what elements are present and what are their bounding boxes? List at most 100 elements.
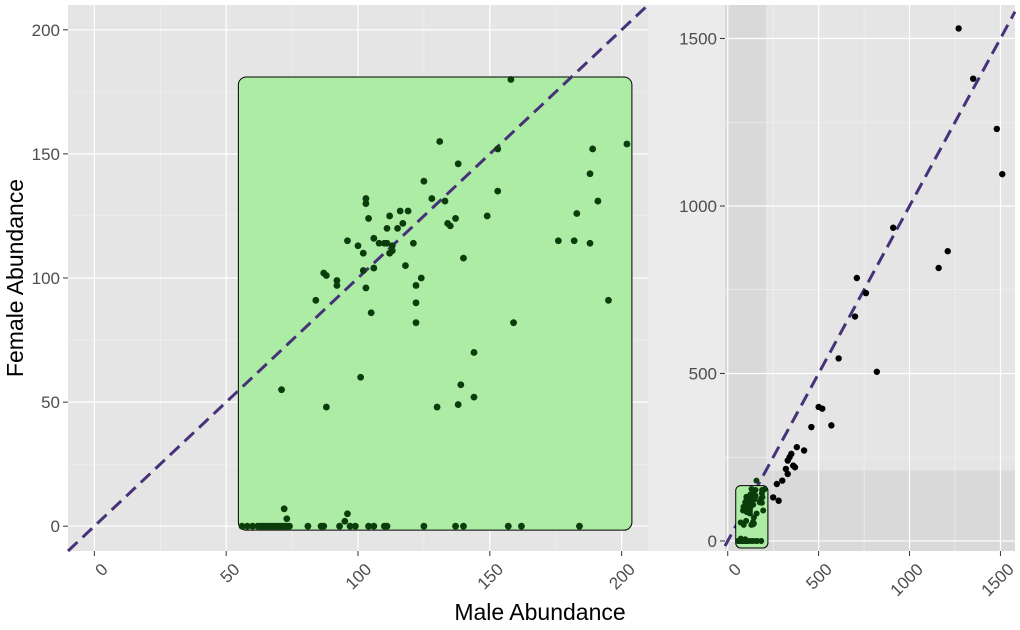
data-point bbox=[800, 447, 808, 454]
data-point bbox=[412, 282, 420, 289]
y-tick-label: 100 bbox=[32, 269, 60, 288]
data-point bbox=[889, 224, 897, 231]
data-point bbox=[504, 522, 512, 530]
data-point bbox=[594, 197, 602, 205]
data-point bbox=[589, 145, 597, 153]
data-point bbox=[370, 522, 378, 530]
data-point bbox=[322, 403, 330, 411]
data-point bbox=[370, 234, 378, 242]
zoom-connector-wedge bbox=[648, 5, 725, 551]
data-point bbox=[779, 477, 786, 484]
data-point bbox=[623, 140, 631, 148]
y-tick-label: 150 bbox=[32, 145, 60, 164]
data-point bbox=[362, 284, 370, 292]
data-point bbox=[346, 522, 354, 530]
data-point bbox=[746, 510, 753, 517]
data-point bbox=[752, 487, 759, 494]
data-point bbox=[586, 170, 594, 178]
data-point bbox=[365, 215, 372, 222]
zoom-panel: 0 50 100 150 200 0 50 100 150 200 bbox=[32, 3, 650, 593]
data-point bbox=[420, 177, 428, 185]
data-point bbox=[935, 264, 942, 272]
x-tick-label: 0 bbox=[92, 560, 112, 580]
data-point bbox=[365, 522, 372, 530]
data-point bbox=[280, 505, 288, 513]
data-point bbox=[769, 494, 777, 501]
data-point bbox=[454, 160, 462, 168]
data-point bbox=[249, 522, 256, 530]
data-point bbox=[322, 272, 330, 279]
data-point bbox=[412, 319, 420, 327]
data-point bbox=[808, 423, 815, 431]
data-point bbox=[304, 522, 312, 530]
data-point bbox=[761, 486, 768, 493]
data-point bbox=[570, 237, 578, 245]
overview-points bbox=[769, 25, 1006, 504]
data-point bbox=[452, 215, 459, 222]
data-point bbox=[359, 249, 367, 257]
data-point bbox=[993, 125, 1001, 133]
data-point bbox=[238, 522, 246, 530]
data-point bbox=[750, 520, 757, 527]
data-point bbox=[573, 210, 581, 217]
data-point bbox=[399, 220, 407, 227]
x-axis-title: Male Abundance bbox=[454, 599, 625, 625]
y-tick-label: 1000 bbox=[679, 197, 717, 216]
data-point bbox=[507, 76, 515, 83]
data-point bbox=[743, 517, 750, 524]
data-point bbox=[759, 494, 766, 501]
data-point bbox=[383, 239, 391, 247]
data-point bbox=[412, 299, 420, 307]
data-point bbox=[357, 373, 365, 381]
data-point bbox=[320, 522, 328, 530]
data-point bbox=[758, 537, 765, 544]
overview-y-axis: 0 500 1000 1500 bbox=[679, 29, 725, 551]
data-point bbox=[873, 368, 881, 375]
x-tick-label: 500 bbox=[802, 560, 835, 593]
data-point bbox=[851, 313, 859, 320]
x-tick-label: 150 bbox=[474, 560, 507, 593]
data-point bbox=[494, 187, 502, 195]
data-point bbox=[388, 247, 396, 255]
data-point bbox=[428, 195, 436, 202]
data-point bbox=[944, 248, 951, 255]
data-point bbox=[404, 207, 412, 215]
y-tick-label: 0 bbox=[708, 532, 717, 551]
data-point bbox=[375, 239, 383, 247]
zoom-y-axis: 0 50 100 150 200 bbox=[32, 21, 68, 536]
data-point bbox=[784, 470, 791, 478]
data-point bbox=[862, 289, 870, 297]
data-point bbox=[510, 319, 517, 327]
data-point bbox=[773, 480, 781, 488]
data-point bbox=[278, 386, 285, 394]
data-point bbox=[333, 282, 341, 289]
zoom-x-axis: 0 50 100 150 200 bbox=[92, 551, 639, 593]
data-point bbox=[402, 262, 409, 269]
data-point bbox=[420, 522, 428, 530]
data-point bbox=[605, 296, 612, 304]
x-tick-label: 0 bbox=[725, 560, 745, 580]
data-point bbox=[312, 296, 320, 304]
data-point bbox=[336, 522, 343, 530]
data-point bbox=[341, 517, 349, 525]
data-point bbox=[750, 501, 757, 508]
data-point bbox=[969, 75, 977, 82]
data-point bbox=[955, 25, 962, 32]
data-point bbox=[828, 422, 835, 429]
data-point bbox=[396, 207, 404, 215]
data-point bbox=[362, 195, 370, 202]
data-point bbox=[243, 522, 251, 530]
data-point bbox=[454, 401, 462, 408]
data-point bbox=[286, 522, 293, 530]
data-point bbox=[793, 443, 801, 451]
overview-zoom-band-horizontal bbox=[725, 470, 1015, 551]
data-point bbox=[835, 355, 842, 362]
data-point bbox=[383, 224, 391, 232]
x-tick-label: 100 bbox=[342, 560, 375, 593]
data-point bbox=[586, 239, 594, 247]
data-point bbox=[370, 264, 378, 272]
y-axis-title: Female Abundance bbox=[2, 179, 28, 377]
data-point bbox=[388, 242, 396, 250]
data-point bbox=[359, 267, 367, 274]
data-point bbox=[752, 492, 759, 499]
